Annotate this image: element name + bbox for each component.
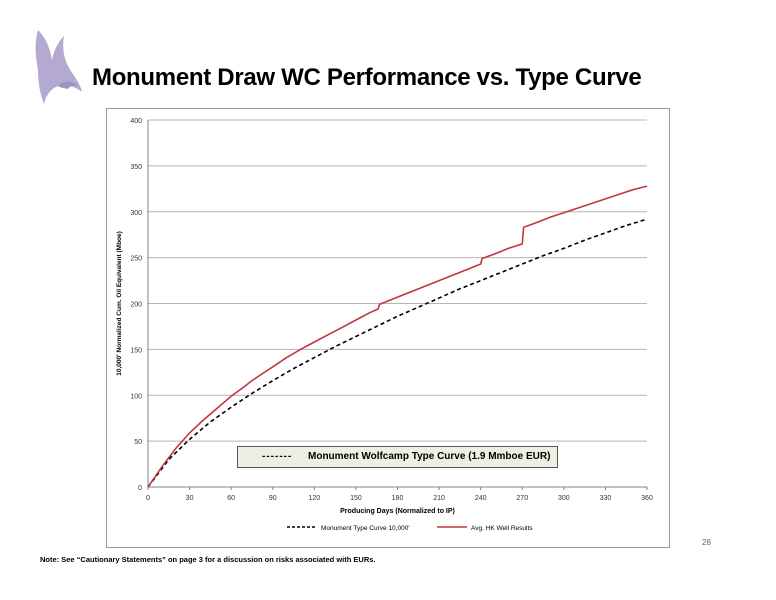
x-tick-label: 300 (558, 495, 570, 502)
y-tick-label: 200 (130, 302, 142, 309)
y-tick-label: 300 (130, 210, 142, 217)
x-tick-label: 240 (475, 495, 487, 502)
x-tick-label: 360 (641, 495, 653, 502)
legend-hk-well-results-label: Avg. HK Well Results (471, 525, 533, 532)
x-tick-label: 120 (308, 495, 320, 502)
annotation-text: Monument Wolfcamp Type Curve (1.9 Mmboe … (308, 451, 551, 462)
y-tick-label: 250 (130, 256, 142, 263)
y-tick-label: 150 (130, 347, 142, 354)
hawk-logo-head (58, 81, 78, 89)
y-tick-label: 350 (130, 164, 142, 171)
hk-well-results-line (147, 185, 648, 488)
x-tick-label: 90 (269, 495, 277, 502)
page-number: 28 (702, 538, 711, 547)
x-tick-label: 60 (227, 495, 235, 502)
x-axis-title: Producing Days (Normalized to IP) (340, 508, 455, 515)
y-tick-label: 400 (130, 118, 142, 125)
x-tick-label: 270 (516, 495, 528, 502)
chart-frame: 0 50 100 150 200 250 300 350 400 0 30 60 90 120 150 180… (106, 108, 670, 548)
x-tick-label: 210 (433, 495, 445, 502)
y-tick-label: 0 (138, 485, 142, 492)
chart-svg: 0 50 100 150 200 250 300 350 400 0 30 60 90 120 150 180… (116, 118, 653, 532)
hawk-logo (35, 30, 82, 104)
y-tick-label: 50 (134, 439, 142, 446)
hawk-logo-wing (35, 30, 82, 104)
y-axis-title: 10,000' Normalized Cum. Oil Equivalent (… (116, 231, 123, 376)
annotation-dash: ------- (262, 451, 293, 462)
footnote: Note: See “Cautionary Statements” on pag… (40, 555, 376, 564)
x-tick-label: 330 (600, 495, 612, 502)
legend-type-curve-label: Monument Type Curve 10,000' (321, 525, 410, 532)
y-tick-label: 100 (130, 393, 142, 400)
x-tick-label: 30 (186, 495, 194, 502)
x-tick-label: 0 (146, 495, 150, 502)
slide-title: Monument Draw WC Performance vs. Type Cu… (92, 64, 642, 91)
x-tick-label: 180 (392, 495, 404, 502)
x-tick-label: 150 (350, 495, 362, 502)
type-curve-annotation-box: ------- Monument Wolfcamp Type Curve (1.… (237, 446, 558, 468)
type-curve-line (147, 218, 648, 488)
